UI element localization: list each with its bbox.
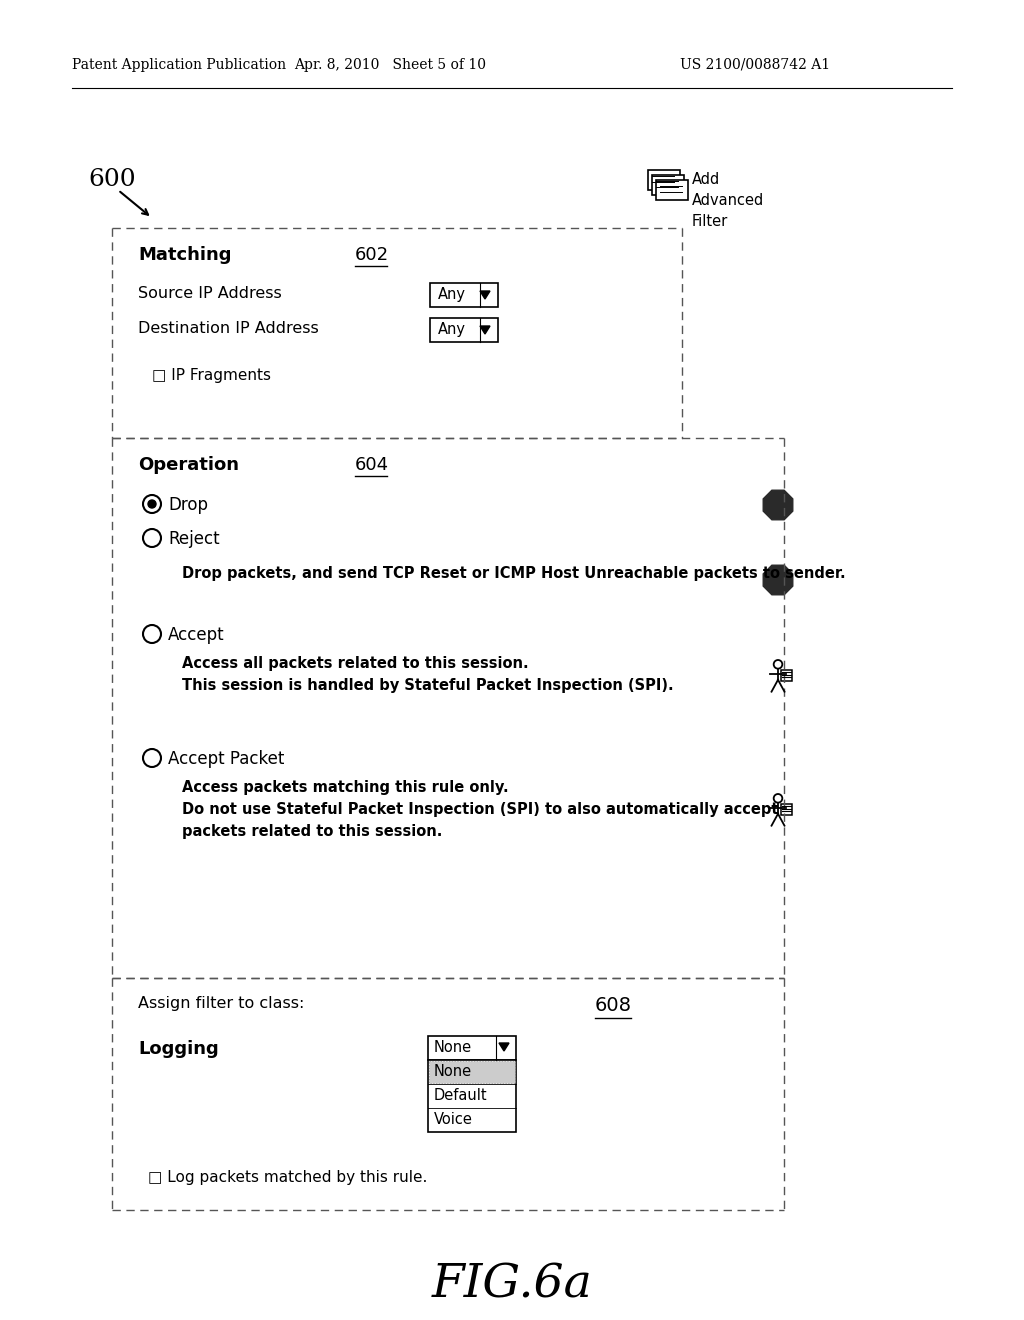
Polygon shape	[499, 1043, 509, 1051]
Text: US 2100/0088742 A1: US 2100/0088742 A1	[680, 58, 830, 73]
Text: Operation: Operation	[138, 455, 239, 474]
Text: Assign filter to class:: Assign filter to class:	[138, 997, 304, 1011]
Polygon shape	[763, 565, 793, 595]
Text: Default: Default	[434, 1088, 487, 1104]
Text: Apr. 8, 2010   Sheet 5 of 10: Apr. 8, 2010 Sheet 5 of 10	[294, 58, 486, 73]
Text: FIG.6a: FIG.6a	[432, 1262, 592, 1307]
Text: Do not use Stateful Packet Inspection (SPI) to also automatically accept: Do not use Stateful Packet Inspection (S…	[182, 803, 778, 817]
Bar	[781, 804, 793, 814]
Text: □ IP Fragments: □ IP Fragments	[152, 368, 271, 383]
Bar	[430, 318, 498, 342]
Text: 604: 604	[355, 455, 389, 474]
Polygon shape	[480, 326, 490, 334]
Text: Accept: Accept	[168, 626, 224, 644]
Bar	[430, 282, 498, 308]
Text: 600: 600	[88, 168, 135, 191]
Text: Reject: Reject	[168, 531, 219, 548]
Polygon shape	[763, 490, 793, 520]
Text: packets related to this session.: packets related to this session.	[182, 824, 442, 840]
Text: 602: 602	[355, 246, 389, 264]
Text: Any: Any	[438, 322, 466, 337]
Bar	[656, 180, 688, 201]
Text: Access packets matching this rule only.: Access packets matching this rule only.	[182, 780, 509, 795]
Text: 608: 608	[595, 997, 632, 1015]
Text: Access all packets related to this session.: Access all packets related to this sessi…	[182, 656, 528, 671]
Text: Accept Packet: Accept Packet	[168, 750, 285, 768]
Bar	[652, 176, 684, 195]
Text: □ Log packets matched by this rule.: □ Log packets matched by this rule.	[148, 1170, 427, 1185]
Bar	[428, 1036, 516, 1060]
Text: None: None	[434, 1064, 472, 1078]
Text: None: None	[434, 1040, 472, 1055]
Text: Drop packets, and send TCP Reset or ICMP Host Unreachable packets to sender.: Drop packets, and send TCP Reset or ICMP…	[182, 566, 846, 581]
Text: Voice: Voice	[434, 1111, 473, 1127]
Text: Drop: Drop	[168, 496, 208, 513]
Text: Patent Application Publication: Patent Application Publication	[72, 58, 286, 73]
Bar	[648, 170, 680, 190]
Text: This session is handled by Stateful Packet Inspection (SPI).: This session is handled by Stateful Pack…	[182, 678, 674, 693]
Bar	[429, 1061, 515, 1082]
Text: Destination IP Address: Destination IP Address	[138, 321, 318, 337]
Text: Any: Any	[438, 286, 466, 302]
Bar	[781, 671, 793, 681]
Text: Add
Advanced
Filter: Add Advanced Filter	[692, 172, 764, 228]
Text: Source IP Address: Source IP Address	[138, 286, 282, 301]
Bar	[428, 1060, 516, 1133]
Polygon shape	[480, 290, 490, 300]
Circle shape	[148, 500, 156, 508]
Text: Logging: Logging	[138, 1040, 219, 1059]
Text: Matching: Matching	[138, 246, 231, 264]
